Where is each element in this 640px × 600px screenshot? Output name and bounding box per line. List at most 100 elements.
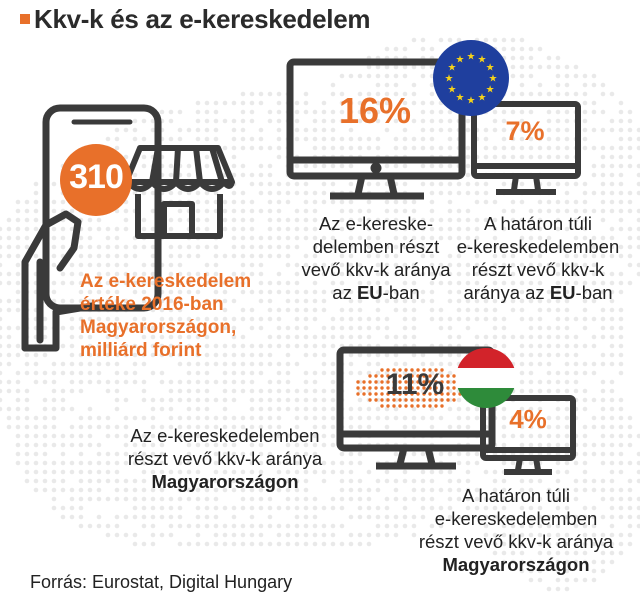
map-dot [384, 334, 390, 340]
map-dot [132, 253, 138, 259]
map-dot [141, 136, 147, 142]
map-dot [348, 163, 354, 169]
map-dot [168, 469, 174, 475]
map-dot [546, 541, 552, 547]
map-dot [321, 199, 327, 205]
map-dot [78, 298, 84, 304]
map-dot [402, 415, 408, 421]
map-dot [168, 352, 174, 358]
eu-small-line-3: részt vevő kkv-k [471, 259, 605, 280]
map-dot [330, 397, 336, 403]
map-dot [213, 514, 219, 520]
map-dot [609, 469, 615, 475]
map-dot [339, 523, 345, 529]
map-dot [339, 478, 345, 484]
hungary-map-dot [422, 398, 426, 402]
map-dot [33, 442, 39, 448]
map-dot [339, 496, 345, 502]
map-dot [105, 433, 111, 439]
map-dot [15, 442, 21, 448]
map-dot [141, 280, 147, 286]
map-dot [420, 496, 426, 502]
map-dot [96, 415, 102, 421]
map-dot [159, 505, 165, 511]
map-dot [366, 496, 372, 502]
map-dot [357, 424, 363, 430]
map-dot [438, 469, 444, 475]
map-dot [420, 118, 426, 124]
map-dot [204, 478, 210, 484]
map-dot [240, 352, 246, 358]
map-dot [276, 181, 282, 187]
map-dot [123, 127, 129, 133]
map-dot [582, 478, 588, 484]
map-dot [537, 379, 543, 385]
map-dot [42, 460, 48, 466]
map-dot [330, 343, 336, 349]
map-dot [114, 496, 120, 502]
map-dot [537, 433, 543, 439]
map-dot [573, 91, 579, 97]
map-dot [366, 514, 372, 520]
map-dot [96, 361, 102, 367]
map-dot [276, 487, 282, 493]
map-dot [321, 307, 327, 313]
map-dot [24, 424, 30, 430]
map-dot [447, 361, 453, 367]
map-dot [429, 181, 435, 187]
map-dot [528, 91, 534, 97]
hungary-map-dot [422, 404, 426, 408]
map-dot [267, 379, 273, 385]
map-dot [222, 442, 228, 448]
hu-big-line-3: Magyarországon [100, 470, 350, 493]
map-dot [501, 46, 507, 52]
map-dot [492, 37, 498, 43]
eu-small-line-4-bold: EU [549, 282, 576, 303]
map-dot [537, 298, 543, 304]
map-dot [555, 280, 561, 286]
map-dot [249, 253, 255, 259]
map-dot [447, 496, 453, 502]
map-dot [483, 154, 489, 160]
map-dot [537, 478, 543, 484]
map-dot [492, 334, 498, 340]
map-dot [366, 253, 372, 259]
map-dot [573, 235, 579, 241]
map-dot [213, 424, 219, 430]
map-dot [285, 469, 291, 475]
map-dot [294, 469, 300, 475]
map-dot [456, 262, 462, 268]
map-dot [285, 253, 291, 259]
map-dot [609, 397, 615, 403]
hu-big-line-2: részt vevő kkv-k aránya [127, 448, 323, 469]
map-dot [330, 280, 336, 286]
map-dot [429, 307, 435, 313]
map-dot [465, 172, 471, 178]
map-dot [339, 208, 345, 214]
map-dot [240, 379, 246, 385]
map-dot [420, 469, 426, 475]
map-dot [510, 280, 516, 286]
map-dot [294, 460, 300, 466]
eu-star-icon: ★ [447, 63, 456, 74]
map-dot [294, 307, 300, 313]
map-dot [312, 208, 318, 214]
map-dot [510, 55, 516, 61]
map-dot [87, 460, 93, 466]
map-dot [582, 181, 588, 187]
map-dot [150, 532, 156, 538]
map-dot [312, 514, 318, 520]
map-dot [582, 199, 588, 205]
map-dot [402, 118, 408, 124]
map-dot [465, 190, 471, 196]
eu-small-value: 7% [505, 116, 545, 146]
map-dot [204, 163, 210, 169]
map-dot [555, 73, 561, 79]
map-dot [303, 523, 309, 529]
map-dot [618, 406, 624, 412]
map-dot [564, 577, 570, 583]
map-dot [555, 523, 561, 529]
hungary-map-dot [398, 386, 402, 390]
map-dot [258, 487, 264, 493]
map-dot [600, 271, 606, 277]
